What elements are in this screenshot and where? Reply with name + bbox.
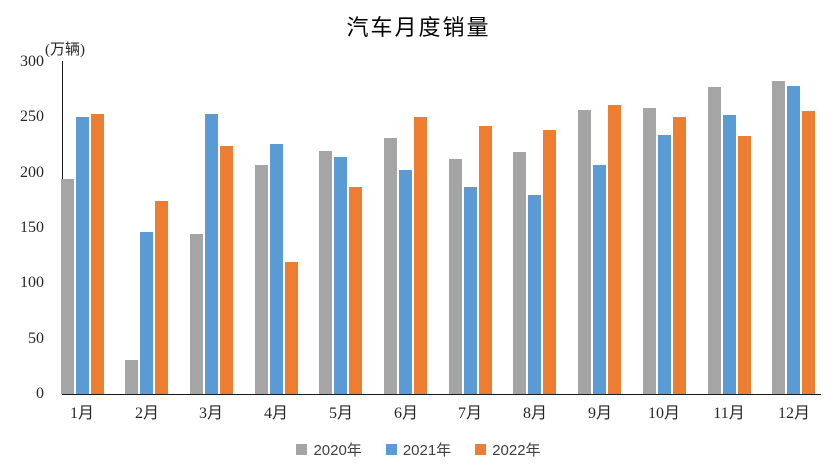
y-axis-tick-0: 0: [36, 385, 44, 402]
x-axis-line: [62, 394, 821, 395]
y-axis-tick-250: 250: [20, 108, 44, 126]
bar-2021年-5月: [334, 157, 347, 394]
bar-2020年-6月: [384, 138, 397, 394]
bar-2020年-8月: [513, 152, 526, 394]
legend-item-2021年: 2021年: [385, 439, 452, 460]
bar-2022年-7月: [479, 126, 492, 394]
x-axis-tick-10月: 10月: [647, 405, 680, 422]
bar-2022年-8月: [543, 130, 556, 394]
legend: 2020年 2021年 2022年: [0, 438, 837, 460]
bar-2022年-3月: [220, 146, 233, 394]
chart-title: 汽车月度销量: [346, 15, 491, 40]
bar-2021年-11月: [723, 115, 736, 394]
x-axis-tick-3月: 3月: [198, 405, 223, 422]
x-axis-tick-12月: 12月: [777, 405, 810, 422]
bar-2021年-9月: [593, 165, 606, 394]
legend-swatch-icon: [296, 443, 308, 455]
x-axis-tick-5月: 5月: [328, 405, 353, 422]
bar-2022年-5月: [349, 187, 362, 394]
x-axis-tick-1月: 1月: [69, 405, 94, 422]
bar-2021年-3月: [205, 114, 218, 394]
legend-label: 2020年: [313, 441, 362, 459]
x-axis-tick-7月: 7月: [457, 405, 482, 422]
y-axis-tick-300: 300: [20, 53, 44, 70]
bar-2020年-7月: [449, 159, 462, 394]
bar-2020年-1月: [61, 179, 74, 394]
bar-2022年-4月: [285, 262, 298, 394]
bar-2022年-12月: [802, 111, 815, 394]
bar-2020年-2月: [125, 360, 138, 394]
x-axis-tick-4月: 4月: [263, 405, 288, 422]
x-axis-tick-6月: 6月: [393, 405, 418, 422]
bar-2022年-2月: [155, 201, 168, 394]
x-axis-tick-2月: 2月: [134, 405, 159, 422]
y-axis-tick-100: 100: [20, 274, 44, 292]
bar-2020年-11月: [708, 87, 721, 394]
bar-2022年-10月: [673, 117, 686, 394]
bar-2022年-1月: [91, 114, 104, 394]
bar-2020年-3月: [190, 234, 203, 394]
bar-2020年-4月: [255, 165, 268, 394]
x-axis-tick-8月: 8月: [522, 405, 547, 422]
bar-2020年-10月: [643, 108, 656, 394]
legend-item-2020年: 2020年: [296, 439, 362, 460]
y-axis-tick-50: 50: [28, 329, 44, 347]
legend-swatch-icon: [385, 443, 397, 455]
bar-2021年-2月: [140, 232, 153, 394]
bar-2021年-10月: [658, 135, 671, 394]
bar-2021年-4月: [270, 144, 283, 394]
bar-2022年-11月: [738, 136, 751, 394]
bar-2021年-1月: [76, 117, 89, 394]
bar-2020年-5月: [319, 151, 332, 394]
x-axis-tick-11月: 11月: [713, 405, 745, 422]
bar-2021年-12月: [787, 86, 800, 394]
bar-2021年-8月: [528, 195, 541, 394]
legend-label: 2022年: [492, 441, 541, 459]
legend-label: 2021年: [402, 441, 452, 459]
y-axis-unit-label: (万辆): [45, 42, 85, 58]
y-axis-tick-200: 200: [20, 163, 44, 181]
bar-2020年-12月: [772, 81, 785, 394]
bar-2021年-6月: [399, 170, 412, 394]
bar-2022年-6月: [414, 117, 427, 394]
y-axis-tick-150: 150: [20, 219, 44, 236]
bar-2021年-7月: [464, 187, 477, 394]
bar-2022年-9月: [608, 105, 621, 394]
legend-swatch-icon: [475, 443, 487, 455]
x-axis-tick-9月: 9月: [587, 405, 612, 422]
legend-item-2022年: 2022年: [475, 439, 541, 460]
bar-2020年-9月: [578, 110, 591, 394]
